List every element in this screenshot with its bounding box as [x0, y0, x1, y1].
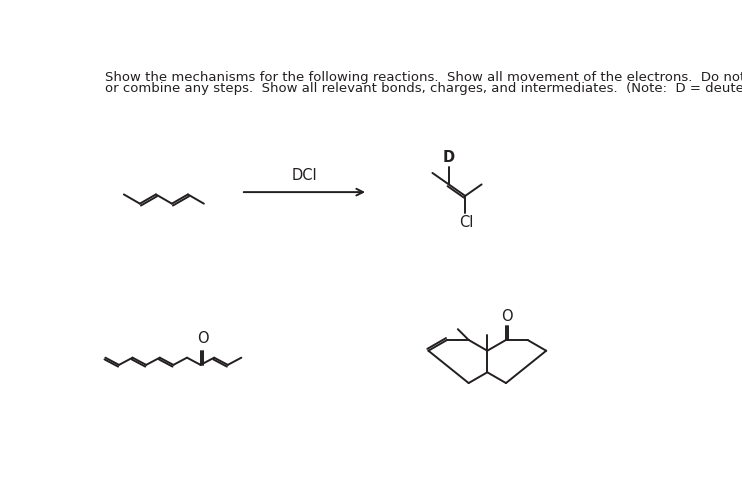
- Text: or combine any steps.  Show all relevant bonds, charges, and intermediates.  (No: or combine any steps. Show all relevant …: [105, 82, 742, 95]
- Text: DCI: DCI: [292, 168, 318, 183]
- Text: Show the mechanisms for the following reactions.  Show all movement of the elect: Show the mechanisms for the following re…: [105, 71, 742, 84]
- Text: O: O: [197, 331, 209, 347]
- Text: O: O: [501, 309, 513, 324]
- Text: D: D: [443, 150, 455, 165]
- Text: Cl: Cl: [459, 215, 473, 230]
